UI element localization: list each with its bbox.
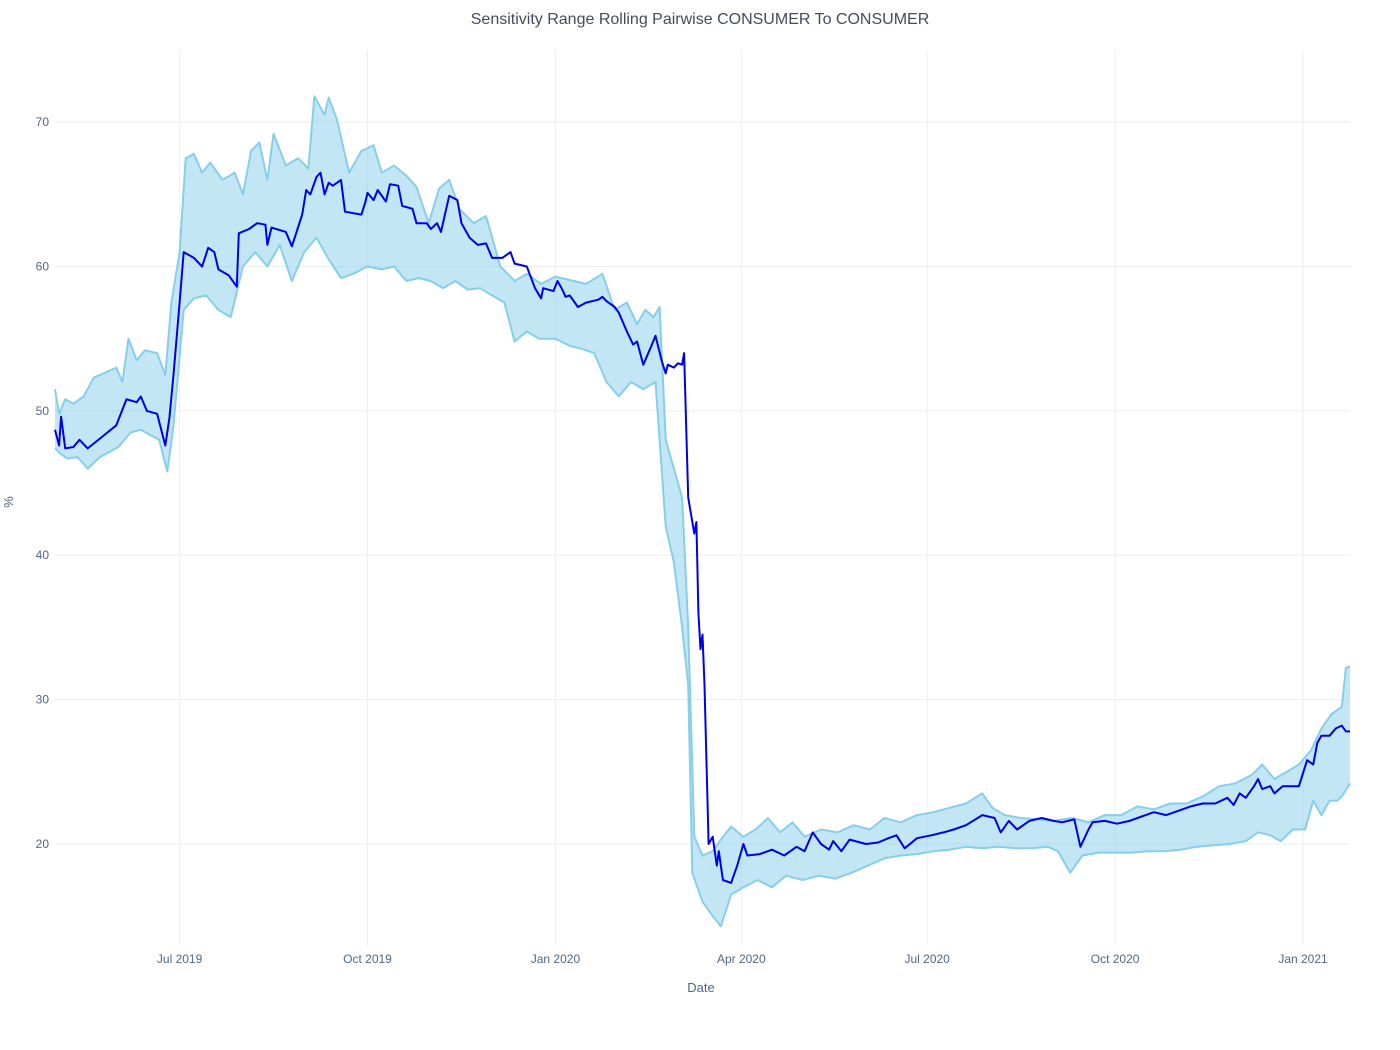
line-layer	[54, 171, 1350, 884]
y-tick-label: 30	[36, 693, 50, 707]
y-tick-label: 50	[36, 404, 50, 418]
lower-bound-line	[54, 236, 1351, 928]
chart-title: Sensitivity Range Rolling Pairwise CONSU…	[471, 11, 930, 28]
y-axis-ticks: 20 30 40 50 60 70	[36, 115, 50, 851]
x-tick-label: Jul 2020	[904, 952, 950, 966]
y-tick-label: 60	[36, 260, 50, 274]
x-tick-label: Jan 2020	[531, 952, 581, 966]
range-band-area	[55, 96, 1350, 927]
upper-bound-line	[54, 95, 1351, 857]
x-tick-label: Apr 2020	[717, 952, 766, 966]
x-axis-ticks: Jul 2019 Oct 2019 Jan 2020 Apr 2020 Jul 2020…	[157, 952, 1328, 966]
y-tick-label: 20	[36, 837, 50, 851]
y-axis-title: %	[1, 496, 16, 508]
y-tick-label: 70	[36, 115, 50, 129]
x-tick-label: Jan 2021	[1278, 952, 1328, 966]
x-tick-label: Jul 2019	[157, 952, 203, 966]
x-axis-title: Date	[687, 980, 714, 995]
sensitivity-line	[54, 171, 1350, 884]
y-tick-label: 40	[36, 548, 50, 562]
x-tick-label: Oct 2019	[343, 952, 392, 966]
band-layer	[54, 95, 1351, 928]
x-tick-label: Oct 2020	[1091, 952, 1140, 966]
